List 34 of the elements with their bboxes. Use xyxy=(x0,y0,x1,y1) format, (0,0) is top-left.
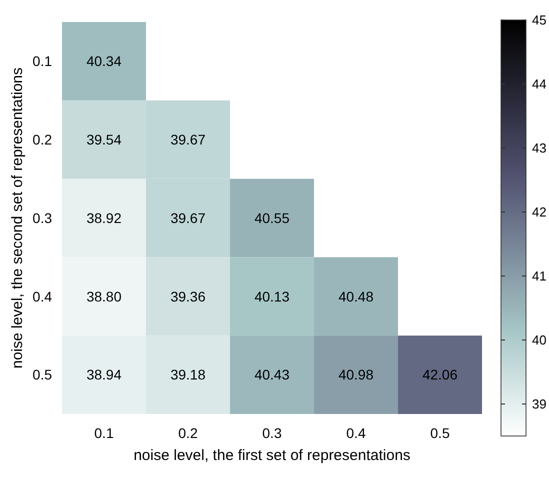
color-bar-label: 39 xyxy=(532,396,546,412)
data-label: 38.92 xyxy=(86,210,122,226)
color-bar-label: 45 xyxy=(532,12,546,28)
color-bar-label: 44 xyxy=(532,76,546,92)
data-label: 40.48 xyxy=(338,288,374,304)
data-label: 40.13 xyxy=(254,288,290,304)
x-tick-label: 0.4 xyxy=(346,425,366,441)
data-label: 40.98 xyxy=(338,366,374,383)
data-label: 39.18 xyxy=(170,366,206,383)
color-bar-label: 41 xyxy=(532,268,546,284)
y-tick-label: 0.4 xyxy=(32,288,52,304)
y-axis-title: noise level, the second set of representations xyxy=(9,67,26,369)
data-label: 39.67 xyxy=(170,210,206,226)
x-tick-label: 0.2 xyxy=(178,425,198,441)
data-label: 38.80 xyxy=(86,288,122,304)
data-label: 38.94 xyxy=(86,366,122,383)
x-axis-title: noise level, the first set of representations xyxy=(134,447,410,464)
y-tick-label: 0.1 xyxy=(32,53,52,70)
color-bar-label: 42 xyxy=(532,204,546,220)
data-label: 39.67 xyxy=(170,132,206,148)
y-tick-label: 0.5 xyxy=(32,366,52,383)
x-tick-label: 0.1 xyxy=(94,425,114,441)
data-label: 40.43 xyxy=(254,366,290,383)
x-tick-label: 0.3 xyxy=(262,425,282,441)
data-label: 40.55 xyxy=(254,210,290,226)
color-bar-label: 40 xyxy=(532,332,546,348)
data-label: 39.36 xyxy=(170,288,206,304)
y-tick-label: 0.3 xyxy=(32,210,52,226)
y-tick-label: 0.2 xyxy=(32,132,52,148)
x-tick-label: 0.5 xyxy=(430,425,450,441)
data-label: 40.34 xyxy=(86,53,122,70)
data-label: 42.06 xyxy=(422,366,458,383)
color-bar-label: 43 xyxy=(532,140,546,156)
data-label: 39.54 xyxy=(86,132,122,148)
